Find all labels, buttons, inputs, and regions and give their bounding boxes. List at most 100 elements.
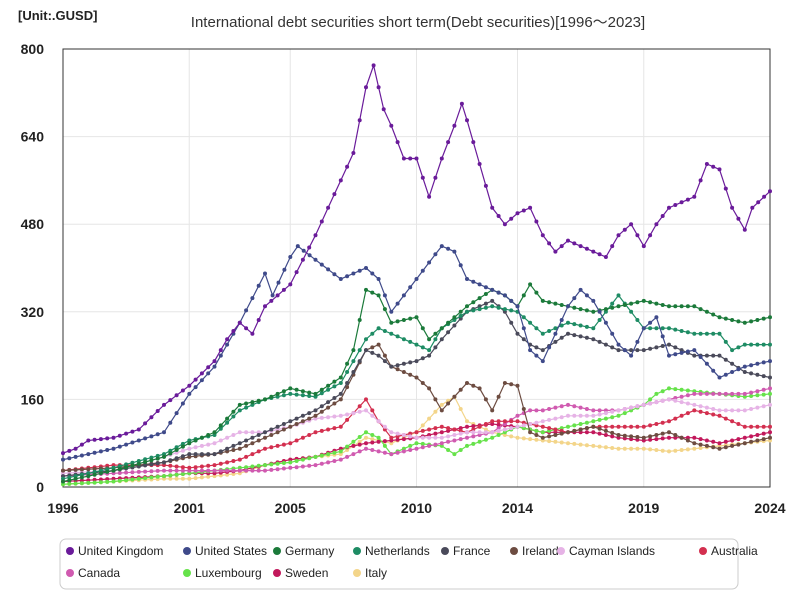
data-point — [382, 450, 387, 455]
data-point — [660, 448, 665, 453]
data-point — [578, 430, 583, 435]
data-point — [465, 435, 469, 440]
data-point — [307, 411, 312, 416]
data-point — [357, 348, 362, 353]
data-point — [465, 118, 469, 123]
data-point — [635, 437, 640, 442]
data-point — [187, 441, 192, 446]
data-point — [218, 348, 223, 353]
data-point — [187, 383, 192, 388]
data-point — [199, 443, 204, 448]
data-point — [155, 474, 160, 479]
data-point — [307, 390, 312, 395]
data-point — [288, 424, 293, 429]
data-point — [654, 222, 659, 227]
data-point — [212, 364, 217, 369]
data-point — [534, 326, 539, 331]
data-point — [528, 348, 533, 353]
data-point — [357, 435, 362, 439]
data-point — [496, 433, 501, 437]
data-point — [641, 402, 646, 407]
data-point — [768, 391, 772, 396]
data-point — [338, 424, 343, 429]
data-point — [749, 394, 754, 398]
data-point — [736, 367, 741, 372]
data-point — [326, 205, 331, 210]
data-point — [685, 401, 690, 406]
legend-item: Canada — [66, 566, 120, 580]
data-point — [338, 381, 343, 385]
data-point — [597, 426, 602, 431]
data-point — [345, 385, 350, 390]
data-point — [351, 151, 356, 155]
data-point — [244, 468, 249, 473]
data-point — [414, 435, 419, 440]
data-point — [357, 409, 362, 414]
data-point — [218, 473, 223, 478]
legend-label: Cayman Islands — [569, 544, 655, 558]
data-point — [502, 293, 507, 298]
data-point — [471, 441, 476, 446]
data-point — [749, 319, 754, 324]
data-point — [149, 458, 154, 463]
data-point — [452, 438, 457, 443]
data-point — [704, 361, 709, 366]
data-point — [395, 431, 400, 436]
data-point — [660, 303, 665, 307]
data-point — [471, 279, 476, 284]
data-point — [376, 293, 381, 298]
data-point — [427, 353, 432, 358]
data-point — [603, 428, 608, 433]
data-point — [288, 441, 293, 446]
data-point — [685, 411, 690, 416]
data-point — [667, 435, 671, 440]
data-point — [755, 372, 760, 377]
data-point — [635, 404, 640, 409]
data-point — [641, 298, 646, 303]
data-point — [629, 408, 634, 413]
data-point — [446, 320, 451, 325]
data-point — [515, 331, 520, 336]
data-point — [698, 355, 703, 359]
data-point — [547, 407, 552, 411]
data-point — [635, 424, 640, 429]
data-point — [124, 478, 129, 483]
data-point — [307, 463, 312, 468]
data-point — [376, 439, 381, 444]
data-point — [572, 428, 577, 433]
data-point — [566, 238, 570, 243]
data-point — [136, 427, 141, 432]
data-point — [338, 178, 343, 183]
legend-marker — [353, 569, 361, 577]
data-point — [408, 431, 413, 436]
data-point — [168, 476, 173, 481]
legend-label: Italy — [365, 566, 387, 580]
data-point — [433, 175, 438, 180]
legend-item: Germany — [273, 544, 334, 558]
legend-item: United States — [183, 544, 267, 558]
data-point — [256, 318, 261, 322]
data-point — [357, 118, 362, 123]
data-point — [117, 433, 122, 438]
data-point — [483, 397, 488, 402]
data-point — [212, 452, 217, 457]
data-point — [660, 398, 665, 403]
data-point — [168, 458, 173, 463]
data-point — [67, 448, 72, 453]
data-point — [471, 427, 476, 432]
data-point — [547, 439, 552, 444]
data-point — [117, 471, 122, 475]
data-point — [364, 430, 368, 435]
data-point — [610, 430, 615, 435]
data-point — [427, 427, 432, 432]
data-point — [528, 282, 533, 287]
data-point — [742, 424, 747, 429]
legend-marker — [273, 547, 281, 555]
data-point — [521, 337, 526, 342]
data-point — [370, 437, 375, 442]
data-point — [332, 426, 337, 431]
data-point — [370, 408, 375, 413]
data-point — [237, 441, 242, 446]
data-point — [477, 430, 482, 435]
data-point — [622, 407, 627, 411]
